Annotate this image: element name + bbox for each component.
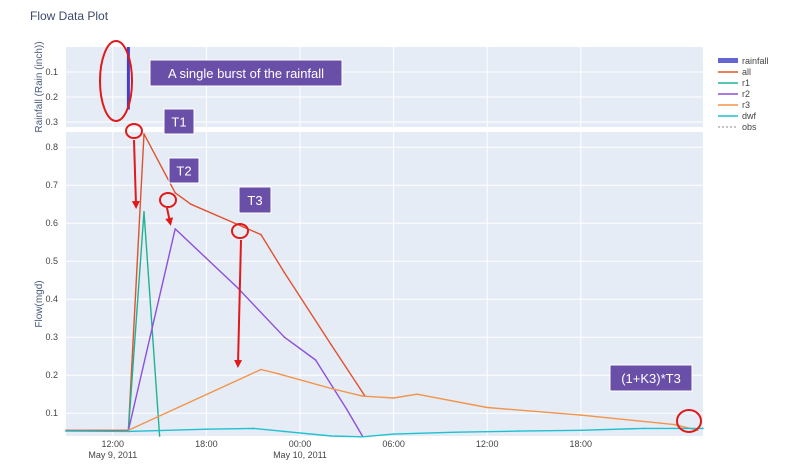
x-tick-label-4: 12:00 [476, 439, 499, 449]
flow-y-tick-4: 0.5 [45, 256, 58, 266]
series-r1-point [143, 211, 145, 213]
x-tick-label-3: 06:00 [382, 439, 405, 449]
series-r2-point [346, 408, 348, 411]
flow-y-tick-3: 0.4 [45, 294, 58, 304]
legend-item-dwf[interactable]: dwf [718, 111, 757, 121]
flow-y-tick-7: 0.8 [45, 142, 58, 152]
series-dwf-point [127, 430, 130, 433]
legend-label-all: all [742, 67, 751, 77]
flow-y-tick-1: 0.2 [45, 370, 58, 380]
series-dwf-point [361, 435, 364, 438]
series-r3-point [361, 395, 364, 397]
series-dwf-point [580, 429, 582, 432]
series-all-point [190, 203, 192, 205]
rainfall-panel [66, 47, 703, 127]
series-dwf-point [205, 428, 208, 430]
series-r3-point [486, 406, 489, 409]
flow-y-tick-0: 0.1 [45, 408, 58, 418]
flow-panel [66, 132, 703, 436]
series-dwf-point [642, 427, 644, 430]
series-r1-point [158, 435, 161, 437]
series-r2-point [283, 336, 286, 339]
annotation-text-4: (1+K3)*T3 [621, 371, 681, 386]
series-r3-point [416, 393, 418, 396]
annotation-box-2: T2 [168, 157, 200, 184]
t2-arrow [165, 207, 174, 226]
legend-item-all[interactable]: all [718, 67, 751, 77]
series-dwf-point [252, 427, 254, 430]
series-all-point [174, 192, 176, 194]
flow-y-tick-2: 0.3 [45, 332, 58, 342]
legend-item-r3[interactable]: r3 [718, 100, 750, 110]
rain-y-tick-0: 0.1 [45, 67, 58, 77]
t1-peak-circle [125, 123, 143, 139]
series-r3-point [260, 368, 262, 371]
annotation-text-1: T1 [171, 115, 186, 130]
flow-y-tick-6: 0.7 [45, 180, 58, 190]
legend-item-r2[interactable]: r2 [718, 89, 750, 99]
series-dwf-point [455, 431, 457, 434]
x-tick-label-5: 18:00 [570, 439, 593, 449]
legend-label-r3: r3 [742, 100, 750, 110]
rain-y-tick-2: 0.3 [45, 117, 58, 127]
chart-title: Flow Data Plot [30, 9, 109, 23]
series-all-point [330, 344, 333, 346]
legend-item-r1[interactable]: r1 [718, 78, 750, 88]
annotation-text-3: T3 [247, 193, 262, 208]
x-tick-sublabel-0: May 9, 2011 [88, 450, 137, 460]
legend-label-rainfall: rainfall [742, 56, 769, 66]
legend-item-rainfall[interactable]: rainfall [718, 56, 769, 66]
annotation-box-0: A single burst of the rainfall [149, 59, 343, 87]
rainfall-burst-circle [99, 40, 133, 122]
series-r2-point [236, 287, 239, 289]
annotation-text-2: T2 [176, 164, 191, 179]
end-point-circle [676, 409, 702, 433]
series-r2-point [174, 228, 176, 230]
flow-y-axis-title: Flow(mgd) [34, 280, 45, 327]
legend-label-r2: r2 [742, 89, 750, 99]
legend-label-r1: r1 [742, 78, 750, 88]
t2-peak-circle [159, 192, 177, 208]
series-r3-point [673, 423, 676, 426]
series-r2-point [314, 359, 317, 361]
annotation-box-4: (1+K3)*T3 [609, 364, 693, 392]
annotation-text-0: A single burst of the rainfall [168, 66, 324, 81]
series-r3-point [275, 372, 278, 375]
x-tick-label-2: 00:00 [289, 439, 312, 449]
x-tick-sublabel-2: May 10, 2011 [273, 450, 327, 460]
legend-label-dwf: dwf [742, 111, 757, 121]
series-r3-point [392, 397, 395, 399]
rain-y-axis-title: Rainfall (Rain (inch)) [34, 41, 45, 132]
t3-peak-circle [231, 223, 249, 239]
series-dwf-point [702, 427, 704, 430]
rain-y-tick-1: 0.2 [45, 92, 58, 102]
series-dwf-point [517, 430, 520, 432]
t1-arrow [131, 139, 140, 209]
annotation-box-1: T1 [163, 108, 195, 135]
series-dwf-point [330, 435, 333, 437]
series-all-point [283, 271, 286, 274]
series-all-point [143, 133, 145, 135]
flow-y-tick-5: 0.6 [45, 218, 58, 228]
annotation-box-3: T3 [238, 186, 272, 214]
series-dwf-point [65, 430, 67, 432]
series-r3-point [580, 414, 582, 416]
x-tick-label-0: 12:00 [102, 439, 125, 449]
legend-item-obs[interactable]: obs [718, 122, 757, 132]
legend-label-obs: obs [742, 122, 757, 132]
series-dwf-point [283, 430, 286, 433]
x-tick-label-1: 18:00 [195, 439, 218, 449]
series-all-point [260, 233, 262, 236]
series-dwf-point [392, 433, 395, 435]
series-r3-point [330, 387, 333, 390]
t3-arrow [234, 239, 243, 368]
